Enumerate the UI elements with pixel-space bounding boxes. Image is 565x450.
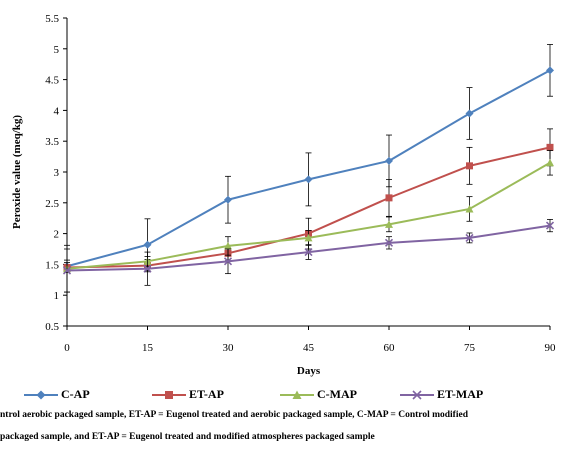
x-axis-title: Days [297,365,321,377]
data-point-stroke [223,257,233,266]
y-tick-label: 4.5 [45,75,59,87]
y-tick-label: 5.5 [45,13,59,25]
data-point [385,194,393,202]
legend-label-c-map: C-MAP [317,387,357,401]
data-point [385,220,393,228]
data-point-stroke [304,248,313,257]
chart-legend: C-AP ET-AP C-MAP ET-MAP [0,387,565,405]
data-point [304,233,313,242]
data-point [143,264,152,273]
data-point [304,175,313,184]
x-tick-label: 30 [223,342,235,354]
data-point [385,156,393,165]
y-tick-label: 3.5 [45,136,59,148]
data-point-stroke [143,264,152,273]
peroxide-line-chart: 0.5 1 1.5 2 2.5 3 3.5 4 4.5 5 5.5 0 15 30 45 60 75 90 Days… [11,13,557,377]
data-point [224,241,232,250]
data-point-stroke [62,266,72,275]
data-point-stroke [465,233,474,242]
y-tick-label: 3 [54,167,60,179]
legend-label-et-ap: ET-AP [189,387,224,401]
y-tick-label: 0.5 [45,321,59,333]
data-point [465,233,474,242]
data-point [384,238,394,247]
data-point-stroke [384,238,394,247]
x-tick-label: 60 [384,342,396,354]
y-tick-label: 2 [54,229,60,241]
legend-item-c-map: C-MAP [280,387,357,402]
legend-marker-et-map [400,389,434,400]
data-point [545,221,555,230]
data-point [62,266,72,275]
y-tick-label: 5 [54,44,60,56]
x-tick-label: 90 [545,342,557,354]
legend-item-et-ap: ET-AP [152,387,224,402]
data-point [465,204,474,213]
legend-marker-et-ap [152,390,186,399]
x-tick-label: 15 [142,342,154,354]
legend-label-c-ap: C-AP [61,387,90,401]
x-tick-label: 45 [303,342,315,354]
data-point [224,195,232,204]
data-point [465,109,474,118]
y-tick-label: 2.5 [45,198,59,210]
data-point-stroke [545,221,555,230]
caption-line-1: ntrol aerobic packaged sample, ET-AP = E… [0,410,468,420]
legend-marker-c-map [280,390,314,399]
series-et-map [62,219,555,293]
caption-line-2: packaged sample, and ET-AP = Eugenol tre… [0,432,375,442]
legend-item-c-ap: C-AP [24,387,90,402]
y-tick-label: 1.5 [45,259,59,271]
legend-item-et-map: ET-MAP [400,387,483,402]
y-tick-label: 1 [54,290,60,302]
data-point [143,240,152,249]
x-tick-label: 0 [64,342,70,354]
data-point [546,143,554,151]
data-point [546,66,554,75]
data-point [223,257,233,266]
y-tick-label: 4 [54,105,60,117]
legend-label-et-map: ET-MAP [437,387,484,401]
series-c-ap [63,44,554,273]
data-point [304,248,313,257]
x-tick-label: 75 [464,342,476,354]
legend-marker-c-ap [24,390,58,399]
data-point [546,158,554,167]
y-axis-title: Peroxide value (meq/kg) [11,115,23,229]
data-point [466,162,473,170]
